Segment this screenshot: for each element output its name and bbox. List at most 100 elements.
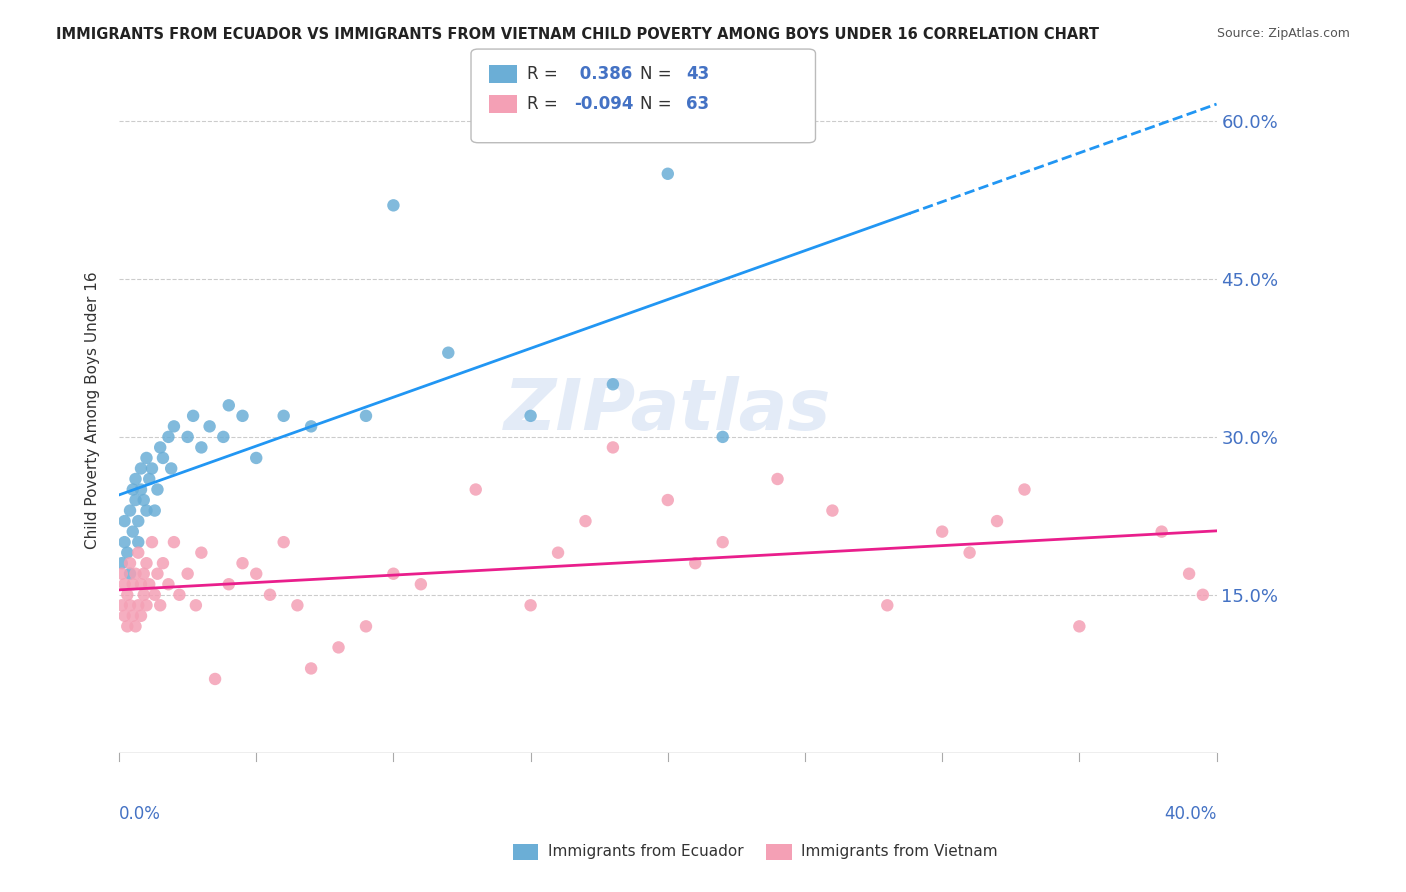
- Point: [657, 493, 679, 508]
- Point: [157, 577, 180, 591]
- Point: [163, 535, 186, 549]
- Point: [959, 546, 981, 560]
- Point: [135, 503, 157, 517]
- Point: [149, 441, 172, 455]
- Point: [117, 619, 139, 633]
- Point: [127, 514, 149, 528]
- Point: [121, 524, 143, 539]
- Point: [299, 661, 322, 675]
- Point: [683, 556, 706, 570]
- Point: [382, 198, 405, 212]
- Point: [409, 577, 432, 591]
- Point: [259, 588, 281, 602]
- Point: [287, 599, 309, 613]
- Point: [328, 640, 350, 655]
- Point: [129, 577, 152, 591]
- Text: N =: N =: [640, 95, 676, 113]
- Point: [124, 493, 146, 508]
- Point: [135, 450, 157, 465]
- Point: [163, 419, 186, 434]
- Point: [273, 535, 295, 549]
- Point: [132, 566, 155, 581]
- Point: [132, 588, 155, 602]
- Point: [152, 450, 174, 465]
- Point: [114, 577, 136, 591]
- Point: [602, 377, 624, 392]
- Point: [602, 441, 624, 455]
- Point: [1069, 619, 1091, 633]
- Point: [111, 599, 134, 613]
- Point: [519, 599, 541, 613]
- Point: [127, 546, 149, 560]
- Point: [111, 566, 134, 581]
- Point: [218, 398, 240, 412]
- Point: [519, 409, 541, 423]
- Point: [876, 599, 898, 613]
- Text: ZIPatlas: ZIPatlas: [505, 376, 831, 445]
- Text: 0.0%: 0.0%: [120, 805, 160, 823]
- Point: [127, 599, 149, 613]
- Point: [231, 409, 253, 423]
- Point: [114, 514, 136, 528]
- Point: [176, 430, 198, 444]
- Point: [986, 514, 1008, 528]
- Point: [111, 556, 134, 570]
- Point: [218, 577, 240, 591]
- Point: [931, 524, 953, 539]
- Point: [1178, 566, 1201, 581]
- Point: [121, 577, 143, 591]
- Text: IMMIGRANTS FROM ECUADOR VS IMMIGRANTS FROM VIETNAM CHILD POVERTY AMONG BOYS UNDE: IMMIGRANTS FROM ECUADOR VS IMMIGRANTS FR…: [56, 27, 1099, 42]
- Point: [138, 472, 160, 486]
- Point: [547, 546, 569, 560]
- Text: 0.386: 0.386: [574, 65, 631, 83]
- Point: [1150, 524, 1173, 539]
- Text: 43: 43: [686, 65, 710, 83]
- Point: [212, 430, 235, 444]
- Point: [143, 503, 166, 517]
- Point: [118, 503, 141, 517]
- Point: [129, 608, 152, 623]
- Point: [129, 461, 152, 475]
- Point: [117, 546, 139, 560]
- Point: [114, 608, 136, 623]
- Text: 40.0%: 40.0%: [1164, 805, 1216, 823]
- Point: [464, 483, 486, 497]
- Point: [190, 441, 212, 455]
- Point: [143, 588, 166, 602]
- Point: [184, 599, 207, 613]
- Point: [124, 472, 146, 486]
- Point: [135, 556, 157, 570]
- Point: [382, 566, 405, 581]
- Point: [190, 546, 212, 560]
- Text: Immigrants from Vietnam: Immigrants from Vietnam: [801, 845, 998, 859]
- Point: [181, 409, 204, 423]
- Point: [354, 409, 377, 423]
- Point: [121, 608, 143, 623]
- Text: R =: R =: [527, 65, 564, 83]
- Point: [1014, 483, 1036, 497]
- Point: [711, 430, 734, 444]
- Point: [198, 419, 221, 434]
- Text: -0.094: -0.094: [574, 95, 633, 113]
- Y-axis label: Child Poverty Among Boys Under 16: Child Poverty Among Boys Under 16: [86, 272, 100, 549]
- Point: [231, 556, 253, 570]
- Point: [118, 556, 141, 570]
- Point: [354, 619, 377, 633]
- Point: [711, 535, 734, 549]
- Point: [138, 577, 160, 591]
- Point: [141, 461, 163, 475]
- Point: [127, 535, 149, 549]
- Point: [124, 619, 146, 633]
- Point: [204, 672, 226, 686]
- Text: R =: R =: [527, 95, 564, 113]
- Text: N =: N =: [640, 65, 676, 83]
- Point: [1191, 588, 1213, 602]
- Point: [273, 409, 295, 423]
- Point: [132, 493, 155, 508]
- Text: Source: ZipAtlas.com: Source: ZipAtlas.com: [1216, 27, 1350, 40]
- Text: 63: 63: [686, 95, 709, 113]
- Point: [121, 483, 143, 497]
- Point: [135, 599, 157, 613]
- Point: [118, 566, 141, 581]
- Point: [114, 535, 136, 549]
